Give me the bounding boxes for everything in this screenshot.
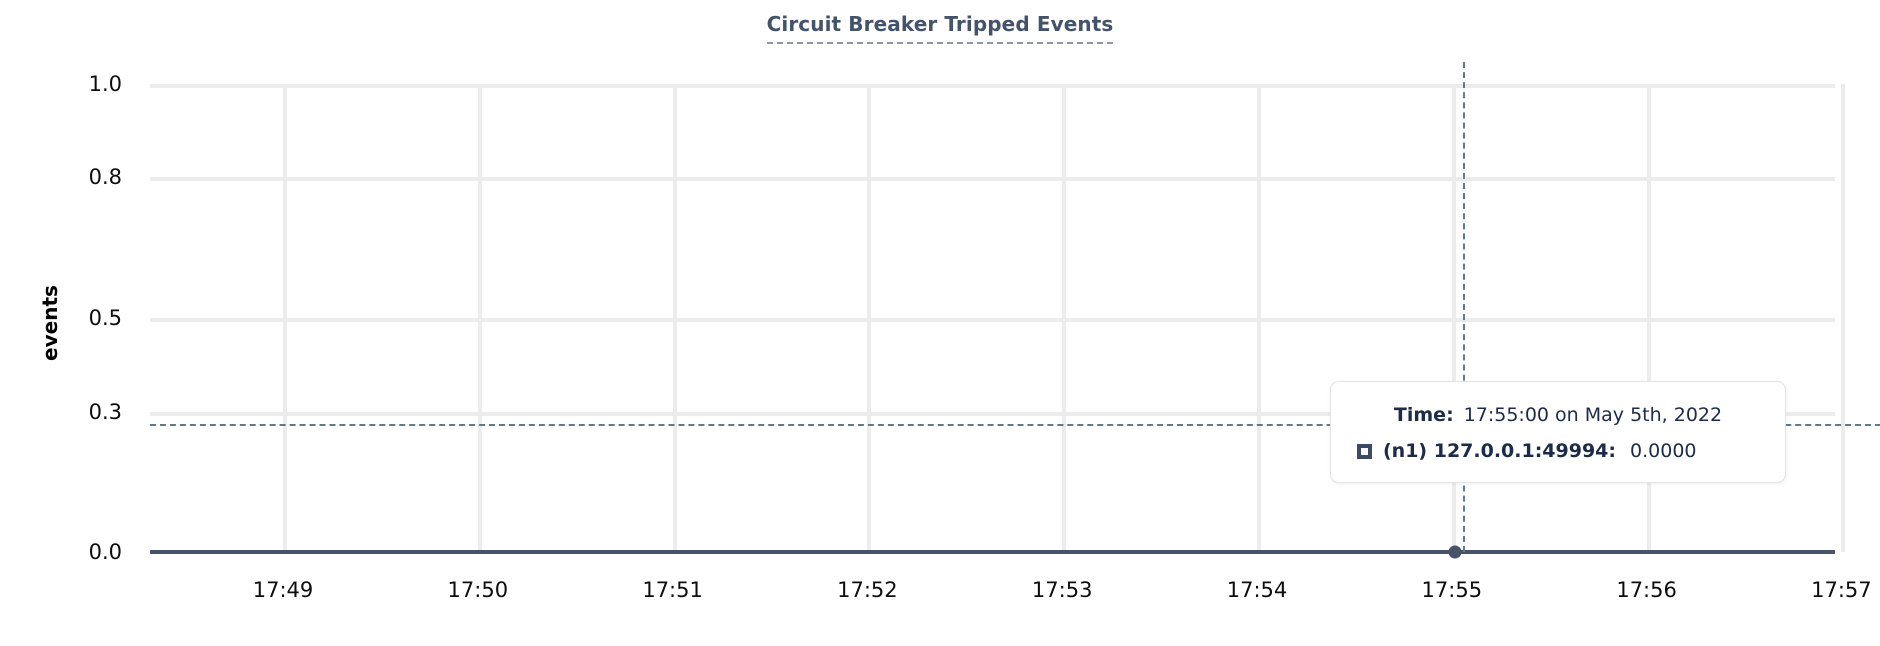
y-tick-label-1: 1.0 <box>88 72 122 96</box>
gridline-vertical-1753 <box>1062 84 1067 552</box>
tooltip-series-value: 0.0000 <box>1630 440 1697 462</box>
y-tick-label-3: 0.5 <box>88 306 122 330</box>
data-point-marker[interactable] <box>1448 545 1462 559</box>
y-axis-tick-labels: 1.0 0.8 0.5 0.3 0.0 <box>0 0 136 646</box>
gridline-vertical-1755 <box>1451 84 1456 552</box>
x-tick-label-4: 17:52 <box>837 578 898 602</box>
x-tick-label-8: 17:56 <box>1616 578 1677 602</box>
gridline-horizontal-1.0 <box>150 84 1835 88</box>
x-tick-label-2: 17:50 <box>447 578 509 602</box>
x-tick-label-1: 17:49 <box>252 578 314 602</box>
tooltip-time-row: Time: 17:55:00 on May 5th, 2022 <box>1357 404 1759 426</box>
crosshair-horizontal-line <box>150 424 1880 426</box>
tooltip-time-label: Time: <box>1393 404 1454 426</box>
gridline-horizontal-0.5 <box>150 318 1835 322</box>
chart-title-text: Circuit Breaker Tripped Events <box>766 12 1114 44</box>
plot-area[interactable] <box>150 62 1880 559</box>
y-tick-label-2: 0.8 <box>88 165 122 189</box>
gridline-horizontal-0.3 <box>150 412 1835 416</box>
crosshair-vertical-line <box>1463 62 1465 552</box>
gridline-vertical-1750 <box>477 84 482 552</box>
tooltip-series-row: (n1) 127.0.0.1:49994: 0.0000 <box>1357 440 1759 462</box>
x-tick-label-5: 17:53 <box>1031 578 1093 602</box>
y-tick-label-4: 0.3 <box>88 400 122 424</box>
chart-title: Circuit Breaker Tripped Events <box>0 12 1880 44</box>
x-tick-label-3: 17:51 <box>642 578 703 602</box>
gridline-vertical-1751 <box>672 84 677 552</box>
square-outline-icon <box>1357 443 1372 459</box>
tooltip-series-name: (n1) 127.0.0.1:49994: <box>1383 440 1617 462</box>
gridline-vertical-1754 <box>1257 84 1261 552</box>
tooltip-time-value: 17:55:00 on May 5th, 2022 <box>1463 404 1723 426</box>
x-tick-label-6: 17:54 <box>1226 578 1288 602</box>
x-tick-label-9: 17:57 <box>1811 578 1872 602</box>
y-tick-label-5: 0.0 <box>88 540 122 564</box>
chart-tooltip: Time: 17:55:00 on May 5th, 2022 (n1) 127… <box>1330 381 1786 483</box>
gridline-vertical-1757 <box>1841 84 1846 552</box>
x-tick-label-7: 17:55 <box>1421 578 1483 602</box>
series-line-n1[interactable] <box>150 550 1835 554</box>
gridline-horizontal-0.8 <box>150 177 1835 181</box>
gridline-vertical-1749 <box>283 84 287 552</box>
gridline-vertical-1756 <box>1646 84 1651 552</box>
gridline-vertical-1752 <box>867 84 872 552</box>
